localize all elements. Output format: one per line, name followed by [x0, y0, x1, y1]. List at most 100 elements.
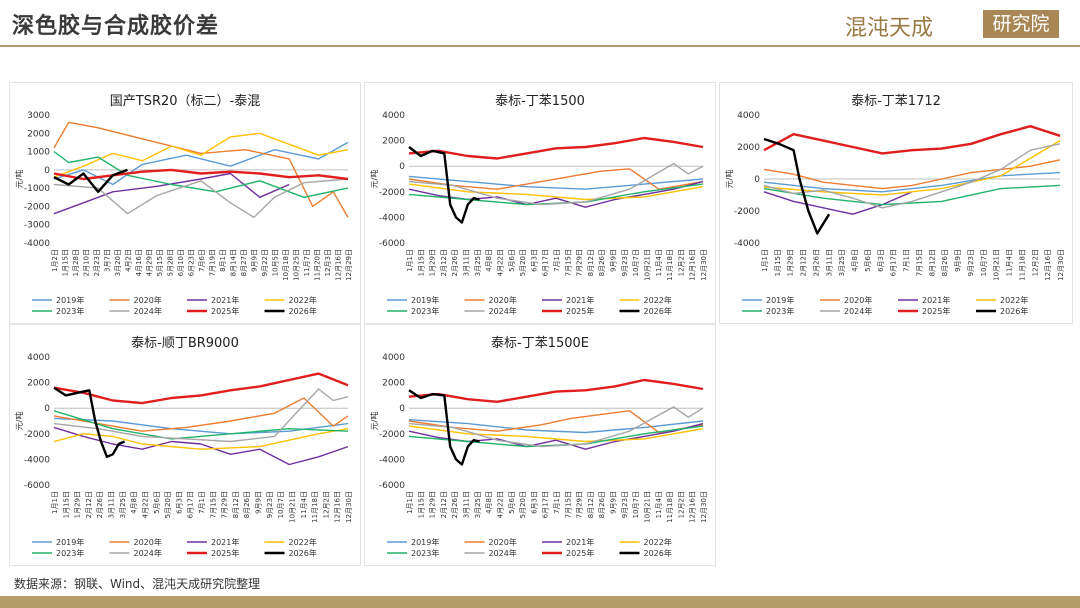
y-tick-label: -2000	[734, 207, 760, 217]
x-tick-label: 3月25日	[838, 249, 846, 276]
series-line-2026	[53, 168, 128, 194]
x-tick-label: 11月18日	[666, 249, 674, 281]
legend-label: 2022年	[644, 295, 672, 305]
y-tick-label: 2000	[27, 379, 50, 389]
panel-sbr1500: 泰标-丁苯1500 元/吨 -6000 -4000 -2000 0 2000 4000 1月1日…	[364, 82, 716, 324]
panel-br9000: 泰标-顺丁BR9000 元/吨 -6000 -4000 -2000 0 2000 4000 1月…	[9, 324, 361, 566]
x-tick-label: 1月29日	[74, 491, 82, 518]
x-tick-label: 10月21日	[643, 491, 651, 523]
chart-title: 泰标-丁苯1712	[851, 94, 941, 109]
legend-label: 2025年	[922, 306, 950, 316]
x-tick-label: 7月29日	[576, 249, 584, 276]
series-line-2019	[408, 419, 704, 434]
legend-label: 2020年	[844, 295, 872, 305]
x-tick-label: 8月1日	[219, 249, 227, 272]
x-tick-label: 10月7日	[632, 249, 640, 276]
legend-label: 2020年	[134, 537, 162, 547]
x-tick-label: 8月26日	[598, 249, 606, 276]
x-tick-label: 10月7日	[632, 491, 640, 518]
series-line-2026	[408, 389, 480, 466]
x-tick-label: 12月16日	[334, 491, 342, 523]
x-tick-label: 2月12日	[440, 249, 448, 276]
x-tick-label: 12月2日	[1031, 249, 1039, 276]
series-line-2025	[408, 378, 704, 404]
x-tick-label: 11月4日	[1006, 249, 1014, 276]
chart-title: 国产TSR20（标二）-泰混	[110, 94, 260, 109]
x-tick-label: 3月25日	[474, 249, 482, 276]
x-tick-label: 2月26日	[451, 491, 459, 518]
x-tick-label: 1月1日	[51, 491, 59, 514]
x-tick-label: 11月18日	[311, 491, 319, 523]
x-tick-label: 8月26日	[598, 491, 606, 518]
x-tick-label: 12月16日	[335, 249, 343, 281]
series-line-2019	[763, 171, 1061, 193]
x-tick-label: 3月11日	[825, 249, 833, 276]
x-tick-label: 10月18日	[282, 249, 290, 281]
y-tick-label: -2000	[379, 430, 405, 440]
x-tick-label: 5月20日	[164, 491, 172, 518]
x-tick-label: 12月30日	[345, 491, 353, 523]
legend-label: 2024年	[489, 306, 517, 316]
x-tick-label: 11月4日	[655, 491, 663, 518]
legend-label: 2021年	[211, 295, 239, 305]
x-tick-label: 9月23日	[266, 491, 274, 518]
x-tick-label: 5月6日	[508, 491, 516, 514]
legend-label: 2026年	[289, 306, 317, 316]
legend-label: 2022年	[644, 537, 672, 547]
legend-label: 2026年	[1000, 306, 1028, 316]
legend-label: 2025年	[211, 548, 239, 558]
legend-label: 2022年	[1000, 295, 1028, 305]
legend-label: 2023年	[411, 548, 439, 558]
x-tick-label: 6月17日	[187, 491, 195, 518]
x-tick-label: 5月15日	[156, 249, 164, 276]
x-tick-label: 1月1日	[761, 249, 769, 272]
legend-label: 2019年	[411, 295, 439, 305]
x-tick-label: 4月8日	[485, 491, 493, 514]
y-tick-label: 2000	[27, 129, 50, 139]
panel-tsr20: 国产TSR20（标二）-泰混 元/吨 -4000 -3000 -2000 -1000 0 10…	[9, 82, 361, 324]
x-tick-label: 1月15日	[774, 249, 782, 276]
legend-label: 2020年	[134, 295, 162, 305]
x-tick-label: 3月20日	[114, 249, 122, 276]
series-line-2022	[408, 425, 704, 443]
x-tick-label: 6月17日	[542, 491, 550, 518]
y-tick-label: 1000	[27, 148, 50, 158]
series-line-2020	[408, 168, 704, 190]
x-tick-label: 2月26日	[812, 249, 820, 276]
x-tick-label: 6月23日	[188, 249, 196, 276]
x-tick-label: 4月22日	[141, 491, 149, 518]
x-tick-label: 12月16日	[1044, 249, 1052, 281]
x-tick-label: 10月21日	[288, 491, 296, 523]
legend-label: 2023年	[56, 548, 84, 558]
series-line-2024	[763, 143, 1061, 209]
x-tick-label: 8月12日	[587, 491, 595, 518]
legend-label: 2026年	[289, 548, 317, 558]
x-tick-label: 10月7日	[980, 249, 988, 276]
y-tick-label: 4000	[27, 353, 50, 363]
x-tick-label: 11月18日	[1018, 249, 1026, 281]
series-line-2019	[408, 175, 704, 190]
x-tick-label: 3月25日	[474, 491, 482, 518]
y-tick-label: 0	[399, 162, 405, 172]
x-tick-label: 1月1日	[406, 249, 414, 272]
x-tick-label: 7月15日	[209, 491, 217, 518]
y-tick-label: 0	[44, 166, 50, 176]
y-tick-label: -2000	[379, 188, 405, 198]
page-title: 深色胶与合成胶价差	[12, 13, 220, 39]
x-tick-label: 7月1日	[553, 491, 561, 514]
x-tick-label: 9月23日	[967, 249, 975, 276]
legend-label: 2025年	[566, 306, 594, 316]
chart-sbr1500: 泰标-丁苯1500 元/吨 -6000 -4000 -2000 0 2000 4000 1月1日…	[369, 94, 708, 316]
x-tick-label: 12月29日	[345, 249, 353, 281]
x-tick-label: 7月1日	[198, 491, 206, 514]
legend-label: 2024年	[489, 548, 517, 558]
series-line-2021	[53, 426, 349, 466]
series-line-2021	[53, 172, 290, 215]
series-line-2020	[53, 397, 349, 432]
y-tick-label: 2000	[382, 137, 405, 147]
x-tick-label: 10月7日	[277, 491, 285, 518]
y-tick-label: -6000	[379, 239, 405, 249]
series-line-2023	[53, 151, 349, 199]
series-line-2022	[53, 428, 349, 450]
legend-label: 2024年	[134, 306, 162, 316]
